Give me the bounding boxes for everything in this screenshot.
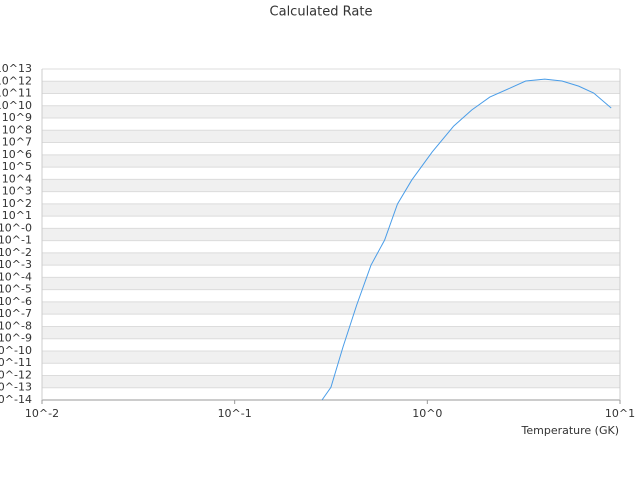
x-tick-label: 10^0: [412, 407, 442, 420]
grid-band: [42, 326, 620, 339]
y-tick-label: 10^-8: [0, 319, 32, 332]
y-tick-label: 10^-3: [0, 258, 32, 271]
y-tick-label: 10^9: [2, 111, 32, 124]
grid-band: [42, 252, 620, 266]
grid-band: [42, 375, 620, 388]
y-tick-label: 10^-13: [0, 381, 32, 394]
y-tick-label: 10^11: [0, 87, 32, 100]
y-tick-label: 10^3: [2, 185, 32, 198]
grid-band: [42, 228, 620, 241]
grid-band: [42, 179, 620, 192]
grid-band: [42, 203, 620, 217]
grid-band: [42, 350, 620, 364]
y-tick-label: 10^-12: [0, 368, 32, 381]
grid-band: [42, 130, 620, 143]
y-tick-label: 10^4: [2, 172, 32, 185]
y-tick-label: 10^-6: [0, 295, 32, 308]
y-tick-label: 10^8: [2, 123, 32, 136]
x-tick-label: 10^-1: [218, 407, 252, 420]
grid-band: [42, 277, 620, 290]
y-tick-label: 10^-5: [0, 283, 32, 296]
y-tick-label: 10^12: [0, 74, 32, 87]
y-tick-label: 10^-1: [0, 234, 32, 247]
chart-title: Calculated Rate: [270, 5, 373, 20]
y-tick-label: 10^-0: [0, 221, 32, 234]
y-tick-label: 10^-14: [0, 393, 32, 406]
x-tick-label: 10^1: [605, 407, 635, 420]
y-tick-label: 10^2: [2, 197, 32, 210]
y-tick-label: 10^10: [0, 99, 32, 112]
y-tick-label: 10^1: [2, 209, 32, 222]
y-tick-label: 10^-7: [0, 307, 32, 320]
y-tick-label: 10^-4: [0, 270, 32, 283]
y-tick-label: 10^13: [0, 62, 32, 75]
y-tick-label: 10^-10: [0, 344, 32, 357]
grid-band: [42, 105, 620, 119]
y-tick-label: 10^6: [2, 148, 32, 161]
y-tick-label: 10^-11: [0, 356, 32, 369]
x-tick-label: 10^-2: [25, 407, 59, 420]
y-tick-label: 10^7: [2, 136, 32, 149]
grid-band: [42, 154, 620, 168]
grid-band: [42, 301, 620, 315]
y-tick-label: 10^-2: [0, 246, 32, 259]
data-line: [321, 78, 612, 401]
y-tick-label: 10^-9: [0, 332, 32, 345]
x-axis-label: Temperature (GK): [521, 424, 620, 437]
y-tick-label: 10^5: [2, 160, 32, 173]
grid-band: [42, 81, 620, 94]
